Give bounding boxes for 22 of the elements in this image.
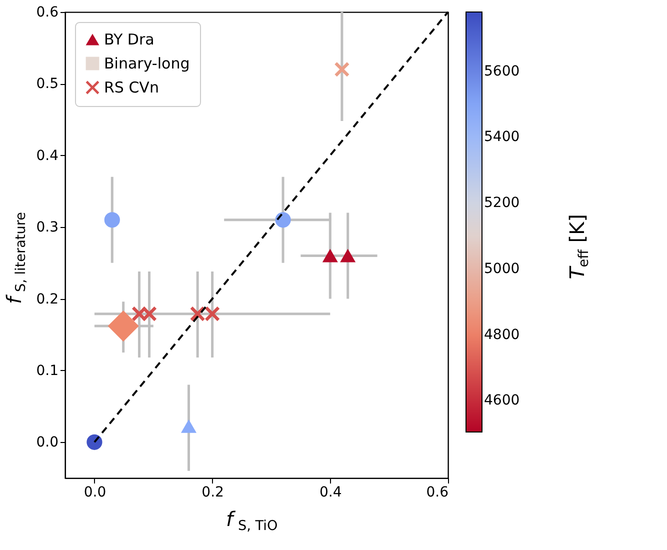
color-bar-label: 4600: [484, 392, 520, 409]
y-tick-label: 0.4: [36, 148, 59, 164]
color-bar-label: 5000: [484, 260, 520, 277]
y-axis-title: fS, literature: [2, 212, 29, 304]
y-tick-label: 0.6: [36, 4, 59, 20]
legend-label: RS CVn: [104, 78, 159, 96]
legend-label: BY Dra: [104, 30, 154, 48]
color-bar-label: 5200: [484, 195, 520, 212]
color-bar-title: Teff [K]: [565, 214, 592, 280]
x-tick-label: 0.4: [320, 484, 342, 500]
x-tick-label: 0.0: [84, 484, 106, 500]
color-bar-label: 5400: [484, 129, 520, 146]
y-tick-label: 0.5: [36, 76, 58, 92]
y-tick-label: 0.1: [36, 362, 58, 379]
y-tick-label: 0.3: [36, 220, 58, 236]
color-bar-label: 4800: [484, 326, 520, 343]
x-tick-label: 0.2: [202, 484, 224, 500]
color-bar-label: 5600: [484, 63, 520, 80]
legend-label: Binary-long: [104, 54, 190, 72]
y-tick-label: 0.0: [36, 434, 58, 451]
x-tick-label: 0.6: [426, 484, 449, 500]
y-tick-label: 0.2: [36, 291, 58, 308]
